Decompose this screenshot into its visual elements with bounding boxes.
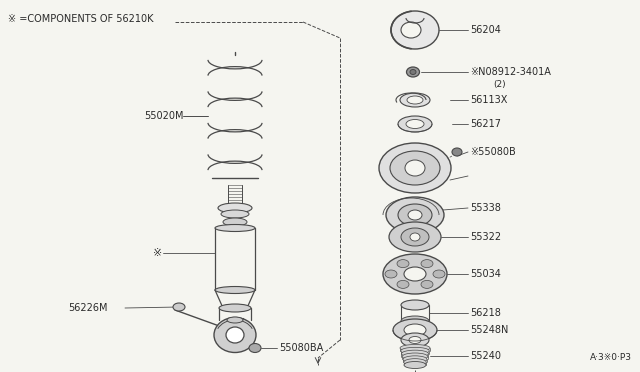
Ellipse shape xyxy=(398,116,432,132)
Ellipse shape xyxy=(218,203,252,213)
Text: ※ =COMPONENTS OF 56210K: ※ =COMPONENTS OF 56210K xyxy=(8,14,154,24)
Ellipse shape xyxy=(401,316,429,326)
Ellipse shape xyxy=(173,303,185,311)
Ellipse shape xyxy=(397,260,409,267)
Text: ※N08912-3401A: ※N08912-3401A xyxy=(470,67,551,77)
Ellipse shape xyxy=(409,337,421,343)
Ellipse shape xyxy=(403,353,428,360)
Ellipse shape xyxy=(219,304,251,312)
Text: (2): (2) xyxy=(493,80,506,89)
Ellipse shape xyxy=(401,22,421,38)
Text: 56226M: 56226M xyxy=(68,303,108,313)
Ellipse shape xyxy=(400,93,430,107)
Ellipse shape xyxy=(389,222,441,252)
Ellipse shape xyxy=(407,96,423,104)
Ellipse shape xyxy=(405,160,425,176)
Ellipse shape xyxy=(410,233,420,241)
Ellipse shape xyxy=(406,119,424,128)
Ellipse shape xyxy=(406,67,419,77)
Ellipse shape xyxy=(410,70,416,74)
Text: 56218: 56218 xyxy=(470,308,501,318)
Ellipse shape xyxy=(401,347,429,355)
Text: 55080BA: 55080BA xyxy=(279,343,323,353)
Ellipse shape xyxy=(401,350,429,357)
Text: 55338: 55338 xyxy=(470,203,501,213)
Ellipse shape xyxy=(401,333,429,347)
Ellipse shape xyxy=(421,280,433,288)
Ellipse shape xyxy=(401,228,429,246)
Text: 55248N: 55248N xyxy=(470,325,508,335)
Ellipse shape xyxy=(403,356,427,363)
Ellipse shape xyxy=(404,324,426,336)
Text: ※55080B: ※55080B xyxy=(470,147,516,157)
Text: A·3※0·P3: A·3※0·P3 xyxy=(590,353,632,362)
Ellipse shape xyxy=(404,362,426,369)
Ellipse shape xyxy=(227,317,243,323)
Ellipse shape xyxy=(221,210,249,218)
Ellipse shape xyxy=(386,197,444,233)
Ellipse shape xyxy=(391,11,439,49)
Ellipse shape xyxy=(383,254,447,294)
Ellipse shape xyxy=(400,344,430,352)
Ellipse shape xyxy=(401,300,429,310)
Ellipse shape xyxy=(226,327,244,343)
Text: 56204: 56204 xyxy=(470,25,501,35)
Ellipse shape xyxy=(249,343,261,353)
Text: 56113X: 56113X xyxy=(470,95,508,105)
Text: ※: ※ xyxy=(153,248,163,258)
Text: 55020M: 55020M xyxy=(144,111,184,121)
Ellipse shape xyxy=(390,151,440,185)
Ellipse shape xyxy=(433,270,445,278)
Ellipse shape xyxy=(408,210,422,220)
Ellipse shape xyxy=(385,270,397,278)
Ellipse shape xyxy=(452,148,462,156)
Text: 55034: 55034 xyxy=(470,269,501,279)
Ellipse shape xyxy=(393,319,437,341)
Text: 55322: 55322 xyxy=(470,232,501,242)
Ellipse shape xyxy=(223,218,247,226)
Ellipse shape xyxy=(225,224,245,231)
Ellipse shape xyxy=(215,224,255,231)
Ellipse shape xyxy=(379,143,451,193)
Text: 55240: 55240 xyxy=(470,351,501,361)
Ellipse shape xyxy=(215,286,255,294)
Ellipse shape xyxy=(404,267,426,281)
Ellipse shape xyxy=(397,280,409,288)
Ellipse shape xyxy=(214,317,256,353)
Ellipse shape xyxy=(404,359,426,366)
Text: 56217: 56217 xyxy=(470,119,501,129)
Ellipse shape xyxy=(421,260,433,267)
Ellipse shape xyxy=(398,204,432,226)
